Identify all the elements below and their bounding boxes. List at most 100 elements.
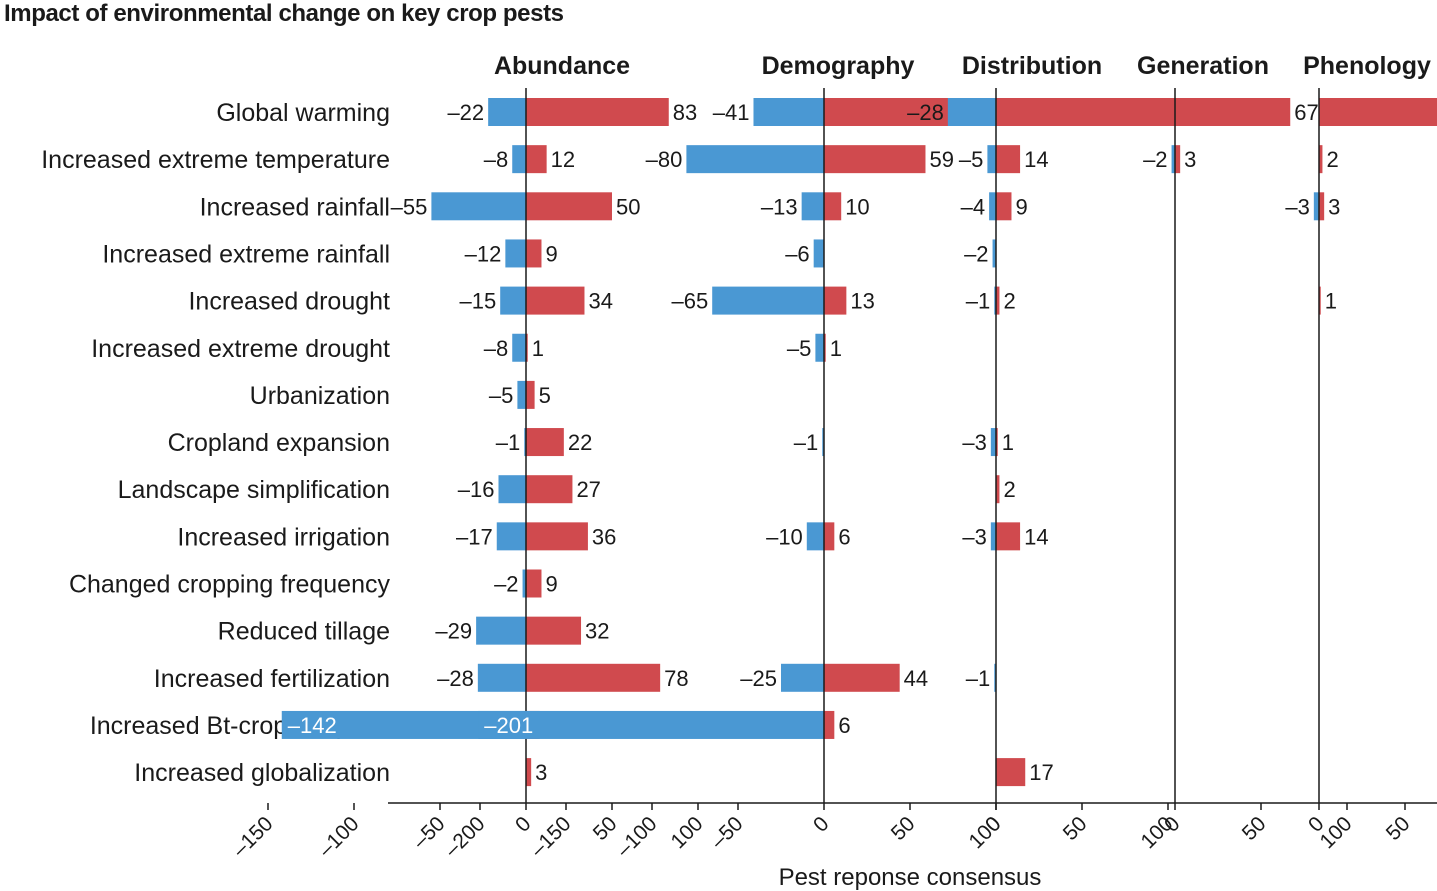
label-positive-abundance-increased-fertilization: 78: [664, 666, 688, 691]
category-label-increased-irrigation: Increased irrigation: [177, 523, 390, 551]
bar-positive-distribution-increased-irrigation: [996, 522, 1020, 550]
label-negative-demography-increased-bt-crop-adoption: –201: [484, 713, 533, 738]
label-negative-demography-increased-fertilization: –25: [740, 666, 777, 691]
label-positive-generation-increased-extreme-temperature: 3: [1184, 147, 1196, 172]
bar-negative-abundance-global-warming: [488, 98, 526, 126]
label-negative-abundance-changed-cropping-frequency: –2: [494, 572, 518, 597]
label-negative-distribution-increased-extreme-rainfall: –2: [964, 241, 988, 266]
category-label-changed-cropping-frequency: Changed cropping frequency: [69, 571, 391, 599]
bar-negative-distribution-increased-rainfall: [989, 192, 996, 220]
bar-positive-demography-increased-irrigation: [824, 522, 834, 550]
label-positive-abundance-landscape-simplification: 27: [576, 477, 600, 502]
label-negative-distribution-global-warming: –28: [907, 100, 944, 125]
label-negative-abundance-increased-bt-crop-adoption: –142: [288, 713, 337, 738]
category-label-increased-extreme-rainfall: Increased extreme rainfall: [102, 240, 390, 268]
bar-positive-abundance-increased-rainfall: [526, 192, 612, 220]
bar-positive-phenology-global-warming: [1319, 98, 1437, 126]
bar-negative-demography-increased-irrigation: [807, 522, 824, 550]
bar-negative-abundance-reduced-tillage: [476, 617, 526, 645]
bar-positive-phenology-increased-rainfall: [1319, 192, 1324, 220]
label-negative-abundance-increased-fertilization: –28: [437, 666, 474, 691]
bar-negative-abundance-increased-extreme-temperature: [512, 145, 526, 173]
label-negative-demography-increased-extreme-temperature: –80: [646, 147, 683, 172]
pest-response-chart: Global warming Increased extreme temperat…: [0, 0, 1437, 891]
category-labels: Global warming Increased extreme temperat…: [41, 99, 390, 787]
panel-distribution: Distribution–28147–514–49–2–12–312–314–1…: [907, 52, 1249, 853]
label-negative-abundance-increased-drought: –15: [459, 289, 496, 314]
bar-positive-distribution-increased-extreme-temperature: [996, 145, 1020, 173]
bar-positive-demography-increased-extreme-temperature: [824, 145, 925, 173]
bar-negative-demography-global-warming: [753, 98, 824, 126]
panel-title-demography: Demography: [762, 52, 915, 80]
tick-label-demography-2: –100: [612, 812, 661, 861]
bar-negative-demography-increased-extreme-rainfall: [814, 239, 824, 267]
bar-negative-distribution-increased-extreme-temperature: [987, 145, 996, 173]
category-label-reduced-tillage: Reduced tillage: [218, 618, 390, 646]
bar-negative-demography-increased-rainfall: [802, 192, 824, 220]
bar-positive-generation-increased-extreme-temperature: [1175, 145, 1180, 173]
bar-negative-abundance-urbanization: [517, 381, 526, 409]
label-negative-distribution-increased-drought: –1: [966, 289, 990, 314]
tick-label-demography-5: 50: [887, 812, 920, 845]
panel-demography: Demography–41105–8059–1310–6–6513–51–1–1…: [440, 52, 1005, 862]
label-positive-demography-increased-rainfall: 10: [845, 194, 869, 219]
label-positive-demography-increased-extreme-drought: 1: [830, 336, 842, 361]
label-positive-demography-increased-irrigation: 6: [838, 524, 850, 549]
tick-label-abundance-5: 100: [666, 812, 707, 853]
label-negative-distribution-increased-rainfall: –4: [961, 194, 985, 219]
bar-negative-demography-increased-fertilization: [781, 664, 824, 692]
bar-positive-demography-increased-fertilization: [824, 664, 900, 692]
bar-positive-demography-increased-drought: [824, 287, 846, 315]
tick-label-generation-1: 50: [1238, 812, 1271, 845]
label-positive-demography-increased-extreme-temperature: 59: [929, 147, 953, 172]
label-positive-phenology-increased-extreme-temperature: 2: [1326, 147, 1338, 172]
bar-negative-demography-increased-drought: [712, 287, 824, 315]
bar-negative-demography-increased-extreme-temperature: [686, 145, 824, 173]
label-positive-abundance-reduced-tillage: 32: [585, 619, 609, 644]
label-negative-demography-global-warming: –41: [713, 100, 750, 125]
label-negative-distribution-increased-fertilization: –1: [966, 666, 990, 691]
label-positive-demography-increased-fertilization: 44: [904, 666, 928, 691]
bar-positive-abundance-urbanization: [526, 381, 535, 409]
bar-negative-abundance-increased-irrigation: [497, 522, 526, 550]
bar-negative-abundance-increased-rainfall: [431, 192, 526, 220]
label-negative-demography-increased-drought: –65: [671, 289, 708, 314]
label-positive-distribution-increased-rainfall: 9: [1015, 194, 1027, 219]
tick-label-demography-0: –200: [440, 812, 489, 861]
bar-positive-abundance-increased-fertilization: [526, 664, 660, 692]
label-negative-abundance-reduced-tillage: –29: [435, 619, 472, 644]
label-negative-phenology-increased-rainfall: –3: [1285, 194, 1309, 219]
panel-phenology: Phenology752–331050100: [1285, 52, 1437, 853]
label-positive-abundance-changed-cropping-frequency: 9: [545, 572, 557, 597]
label-positive-abundance-increased-rainfall: 50: [616, 194, 640, 219]
category-label-increased-extreme-temperature: Increased extreme temperature: [41, 146, 390, 174]
label-positive-phenology-increased-drought: 1: [1325, 289, 1337, 314]
label-positive-abundance-cropland-expansion: 22: [568, 430, 592, 455]
category-label-landscape-simplification: Landscape simplification: [118, 476, 390, 504]
category-label-increased-drought: Increased drought: [188, 288, 390, 316]
tick-label-demography-4: 0: [809, 812, 834, 837]
label-negative-abundance-cropland-expansion: –1: [496, 430, 520, 455]
label-positive-abundance-global-warming: 83: [673, 100, 697, 125]
bar-positive-abundance-global-warming: [526, 98, 669, 126]
label-positive-distribution-increased-irrigation: 14: [1024, 524, 1048, 549]
bar-negative-abundance-landscape-simplification: [498, 475, 526, 503]
panel-title-generation: Generation: [1137, 52, 1269, 80]
label-positive-generation-global-warming: 67: [1294, 100, 1318, 125]
bar-positive-distribution-increased-globalization: [996, 758, 1025, 786]
label-negative-demography-increased-extreme-rainfall: –6: [785, 241, 809, 266]
category-label-global-warming: Global warming: [216, 99, 390, 127]
bar-positive-abundance-increased-extreme-rainfall: [526, 239, 541, 267]
bar-positive-abundance-changed-cropping-frequency: [526, 570, 541, 598]
tick-label-abundance-3: 0: [511, 812, 536, 837]
tick-label-abundance-0: –150: [228, 812, 277, 861]
bar-positive-abundance-increased-extreme-temperature: [526, 145, 547, 173]
bar-positive-abundance-increased-irrigation: [526, 522, 588, 550]
bar-positive-abundance-cropland-expansion: [526, 428, 564, 456]
label-positive-phenology-increased-rainfall: 3: [1328, 194, 1340, 219]
label-negative-abundance-increased-irrigation: –17: [456, 524, 493, 549]
label-negative-abundance-landscape-simplification: –16: [458, 477, 495, 502]
bar-negative-abundance-increased-extreme-drought: [512, 334, 526, 362]
category-label-urbanization: Urbanization: [250, 382, 390, 410]
